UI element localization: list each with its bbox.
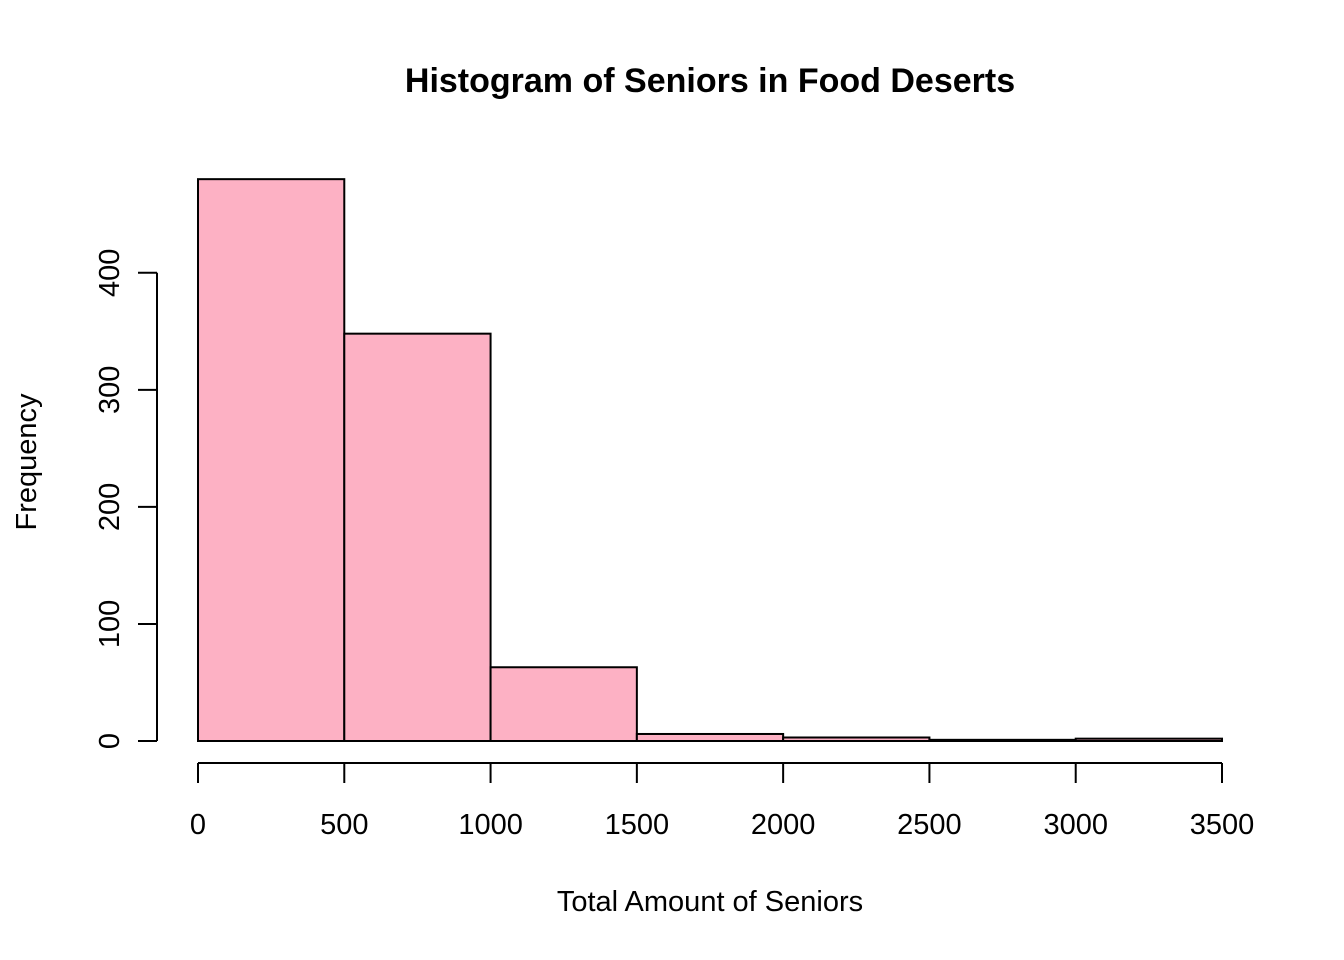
x-tick-label-7: 3500	[1190, 809, 1255, 841]
y-tick-label-0: 0	[94, 733, 126, 749]
histogram-bar-1	[343, 332, 492, 742]
y-tick-label-1: 100	[94, 600, 126, 648]
y-axis: 0 100 200 300 400	[94, 249, 158, 749]
x-tick-label-4: 2000	[751, 809, 816, 841]
histogram-bar-5	[928, 738, 1077, 743]
histogram-bar-0	[197, 178, 346, 743]
chart-title: Histogram of Seniors in Food Deserts	[405, 62, 1015, 100]
x-tick-label-2: 1000	[458, 809, 523, 841]
x-tick-label-0: 0	[190, 809, 206, 841]
x-tick-label-6: 3000	[1043, 809, 1108, 841]
x-tick-label-3: 1500	[605, 809, 670, 841]
y-tick-label-2: 200	[94, 483, 126, 531]
bars-group	[197, 178, 1223, 743]
y-tick-label-3: 300	[94, 366, 126, 414]
x-axis-label: Total Amount of Seniors	[557, 886, 863, 918]
histogram-bar-2	[489, 666, 638, 742]
histogram-bar-4	[782, 736, 931, 743]
y-axis-label: Frequency	[11, 393, 43, 531]
x-tick-label-5: 2500	[897, 809, 962, 841]
y-tick-label-4: 400	[94, 249, 126, 297]
histogram-bar-6	[1074, 737, 1223, 742]
x-tick-label-1: 500	[320, 809, 368, 841]
x-axis: 0 500 1000 1500 2000 2500 3000 3500	[190, 762, 1255, 841]
histogram-bar-3	[635, 732, 785, 742]
